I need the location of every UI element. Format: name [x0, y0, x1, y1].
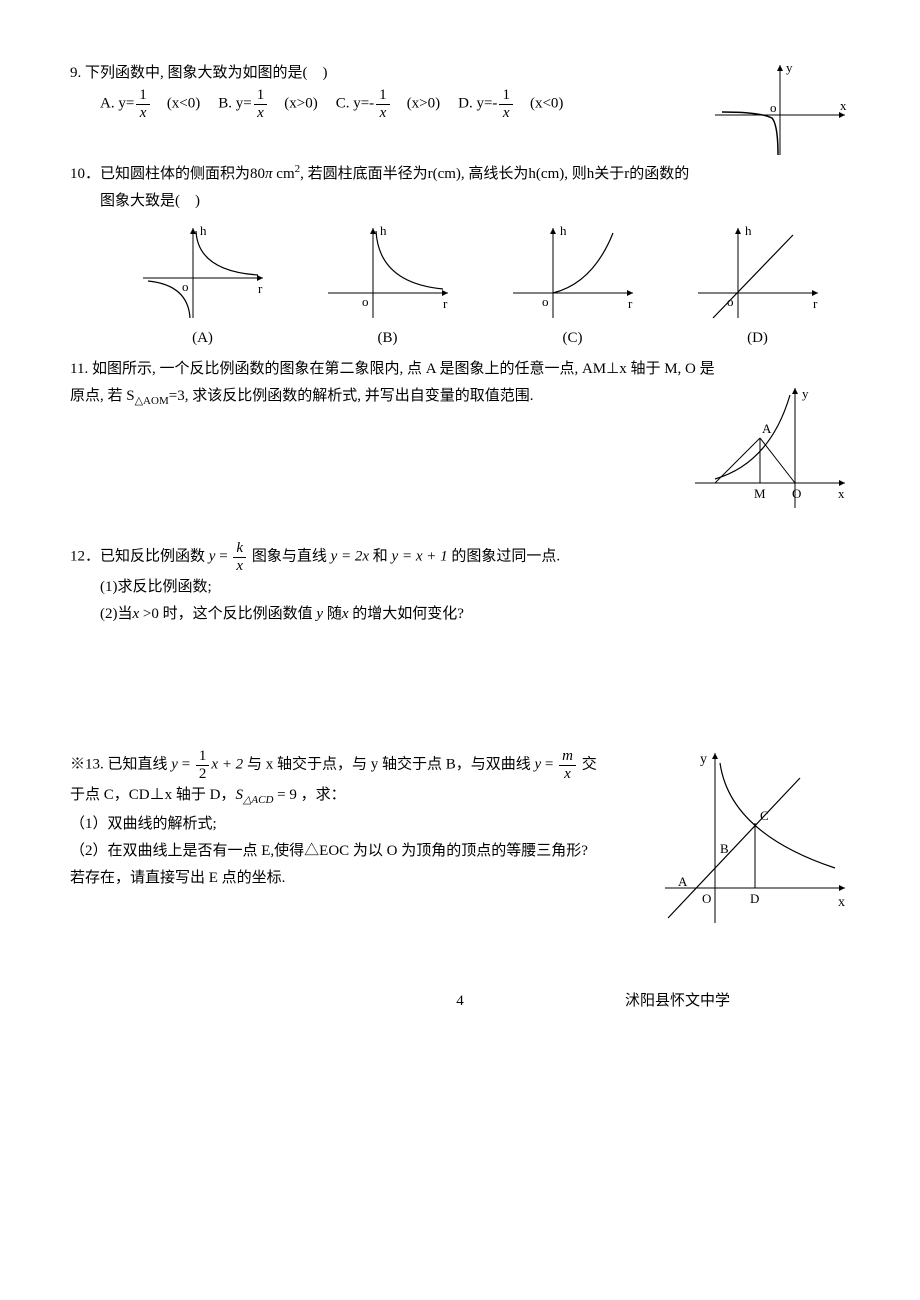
axis-o-label: o	[770, 100, 777, 115]
q12-part2: (2)当x >0 时，这个反比例函数值 y 随x 的增大如何变化?	[100, 601, 850, 628]
svg-text:r: r	[628, 296, 633, 311]
svg-text:A: A	[762, 421, 772, 436]
axis-x-label: x	[840, 98, 847, 113]
q9-graph: x y o	[710, 60, 850, 160]
svg-text:h: h	[200, 223, 207, 238]
q11-line1: 11. 如图所示, 一个反比例函数的图象在第二象限内, 点 A 是图象上的任意一…	[70, 356, 850, 383]
q13-figure: A B C D O x y	[660, 748, 850, 928]
svg-text:h: h	[380, 223, 387, 238]
q9-opt-c: C. y=-1x (x>0)	[336, 87, 440, 121]
q12-part1: (1)求反比例函数;	[100, 574, 850, 601]
q10-graphs: r h o (A) r h o (B)	[110, 223, 850, 352]
svg-text:h: h	[745, 223, 752, 238]
axis-y-label: y	[786, 60, 793, 75]
svg-text:o: o	[182, 279, 189, 294]
q10-graph-c: r h o (C)	[508, 223, 638, 352]
svg-text:y: y	[700, 752, 707, 767]
svg-text:o: o	[362, 294, 369, 309]
svg-text:h: h	[560, 223, 567, 238]
svg-text:o: o	[542, 294, 549, 309]
page-number: 4	[456, 993, 464, 1009]
svg-text:r: r	[258, 281, 263, 296]
svg-text:O: O	[792, 486, 801, 501]
svg-text:r: r	[443, 296, 448, 311]
q12-stem: 12．已知反比例函数 y = kx 图象与直线 y = 2x 和 y = x +…	[70, 540, 850, 574]
q10-graph-a: r h o (A)	[138, 223, 268, 352]
q10-graph-d: r h o (D)	[693, 223, 823, 352]
svg-text:r: r	[813, 296, 818, 311]
q11-figure: A M O x y	[690, 383, 850, 513]
svg-text:D: D	[750, 891, 759, 906]
q9-opt-a: A. y=1x (x<0)	[100, 87, 200, 121]
page-footer: 4 沭阳县怀文中学	[70, 988, 850, 1015]
q9-opt-d: D. y=-1x (x<0)	[458, 87, 563, 121]
svg-text:M: M	[754, 486, 766, 501]
question-9: 9. 下列函数中, 图象大致为如图的是( ) A. y=1x (x<0) B. …	[70, 60, 850, 160]
question-13: A B C D O x y ※13. 已知直线 y = 12x + 2 与 x …	[70, 748, 850, 928]
svg-text:o: o	[727, 294, 734, 309]
question-11: 11. 如图所示, 一个反比例函数的图象在第二象限内, 点 A 是图象上的任意一…	[70, 356, 850, 513]
school-name: 沭阳县怀文中学	[625, 988, 730, 1015]
svg-text:x: x	[838, 486, 845, 501]
question-12: 12．已知反比例函数 y = kx 图象与直线 y = 2x 和 y = x +…	[70, 540, 850, 628]
svg-text:O: O	[702, 891, 711, 906]
q9-opt-b: B. y=1x (x>0)	[218, 87, 317, 121]
q9-options: A. y=1x (x<0) B. y=1x (x>0) C. y=-1x (x>…	[100, 87, 710, 121]
svg-text:A: A	[678, 874, 688, 889]
svg-text:B: B	[720, 841, 729, 856]
svg-text:C: C	[760, 808, 769, 823]
question-10: 10．已知圆柱体的侧面积为80π cm2, 若圆柱底面半径为r(cm), 高线长…	[70, 160, 850, 352]
svg-text:y: y	[802, 386, 809, 401]
q10-stem2: 图象大致是( )	[100, 188, 850, 215]
svg-text:x: x	[838, 895, 845, 910]
q10-graph-b: r h o (B)	[323, 223, 453, 352]
q9-stem: 9. 下列函数中, 图象大致为如图的是( )	[70, 60, 710, 87]
